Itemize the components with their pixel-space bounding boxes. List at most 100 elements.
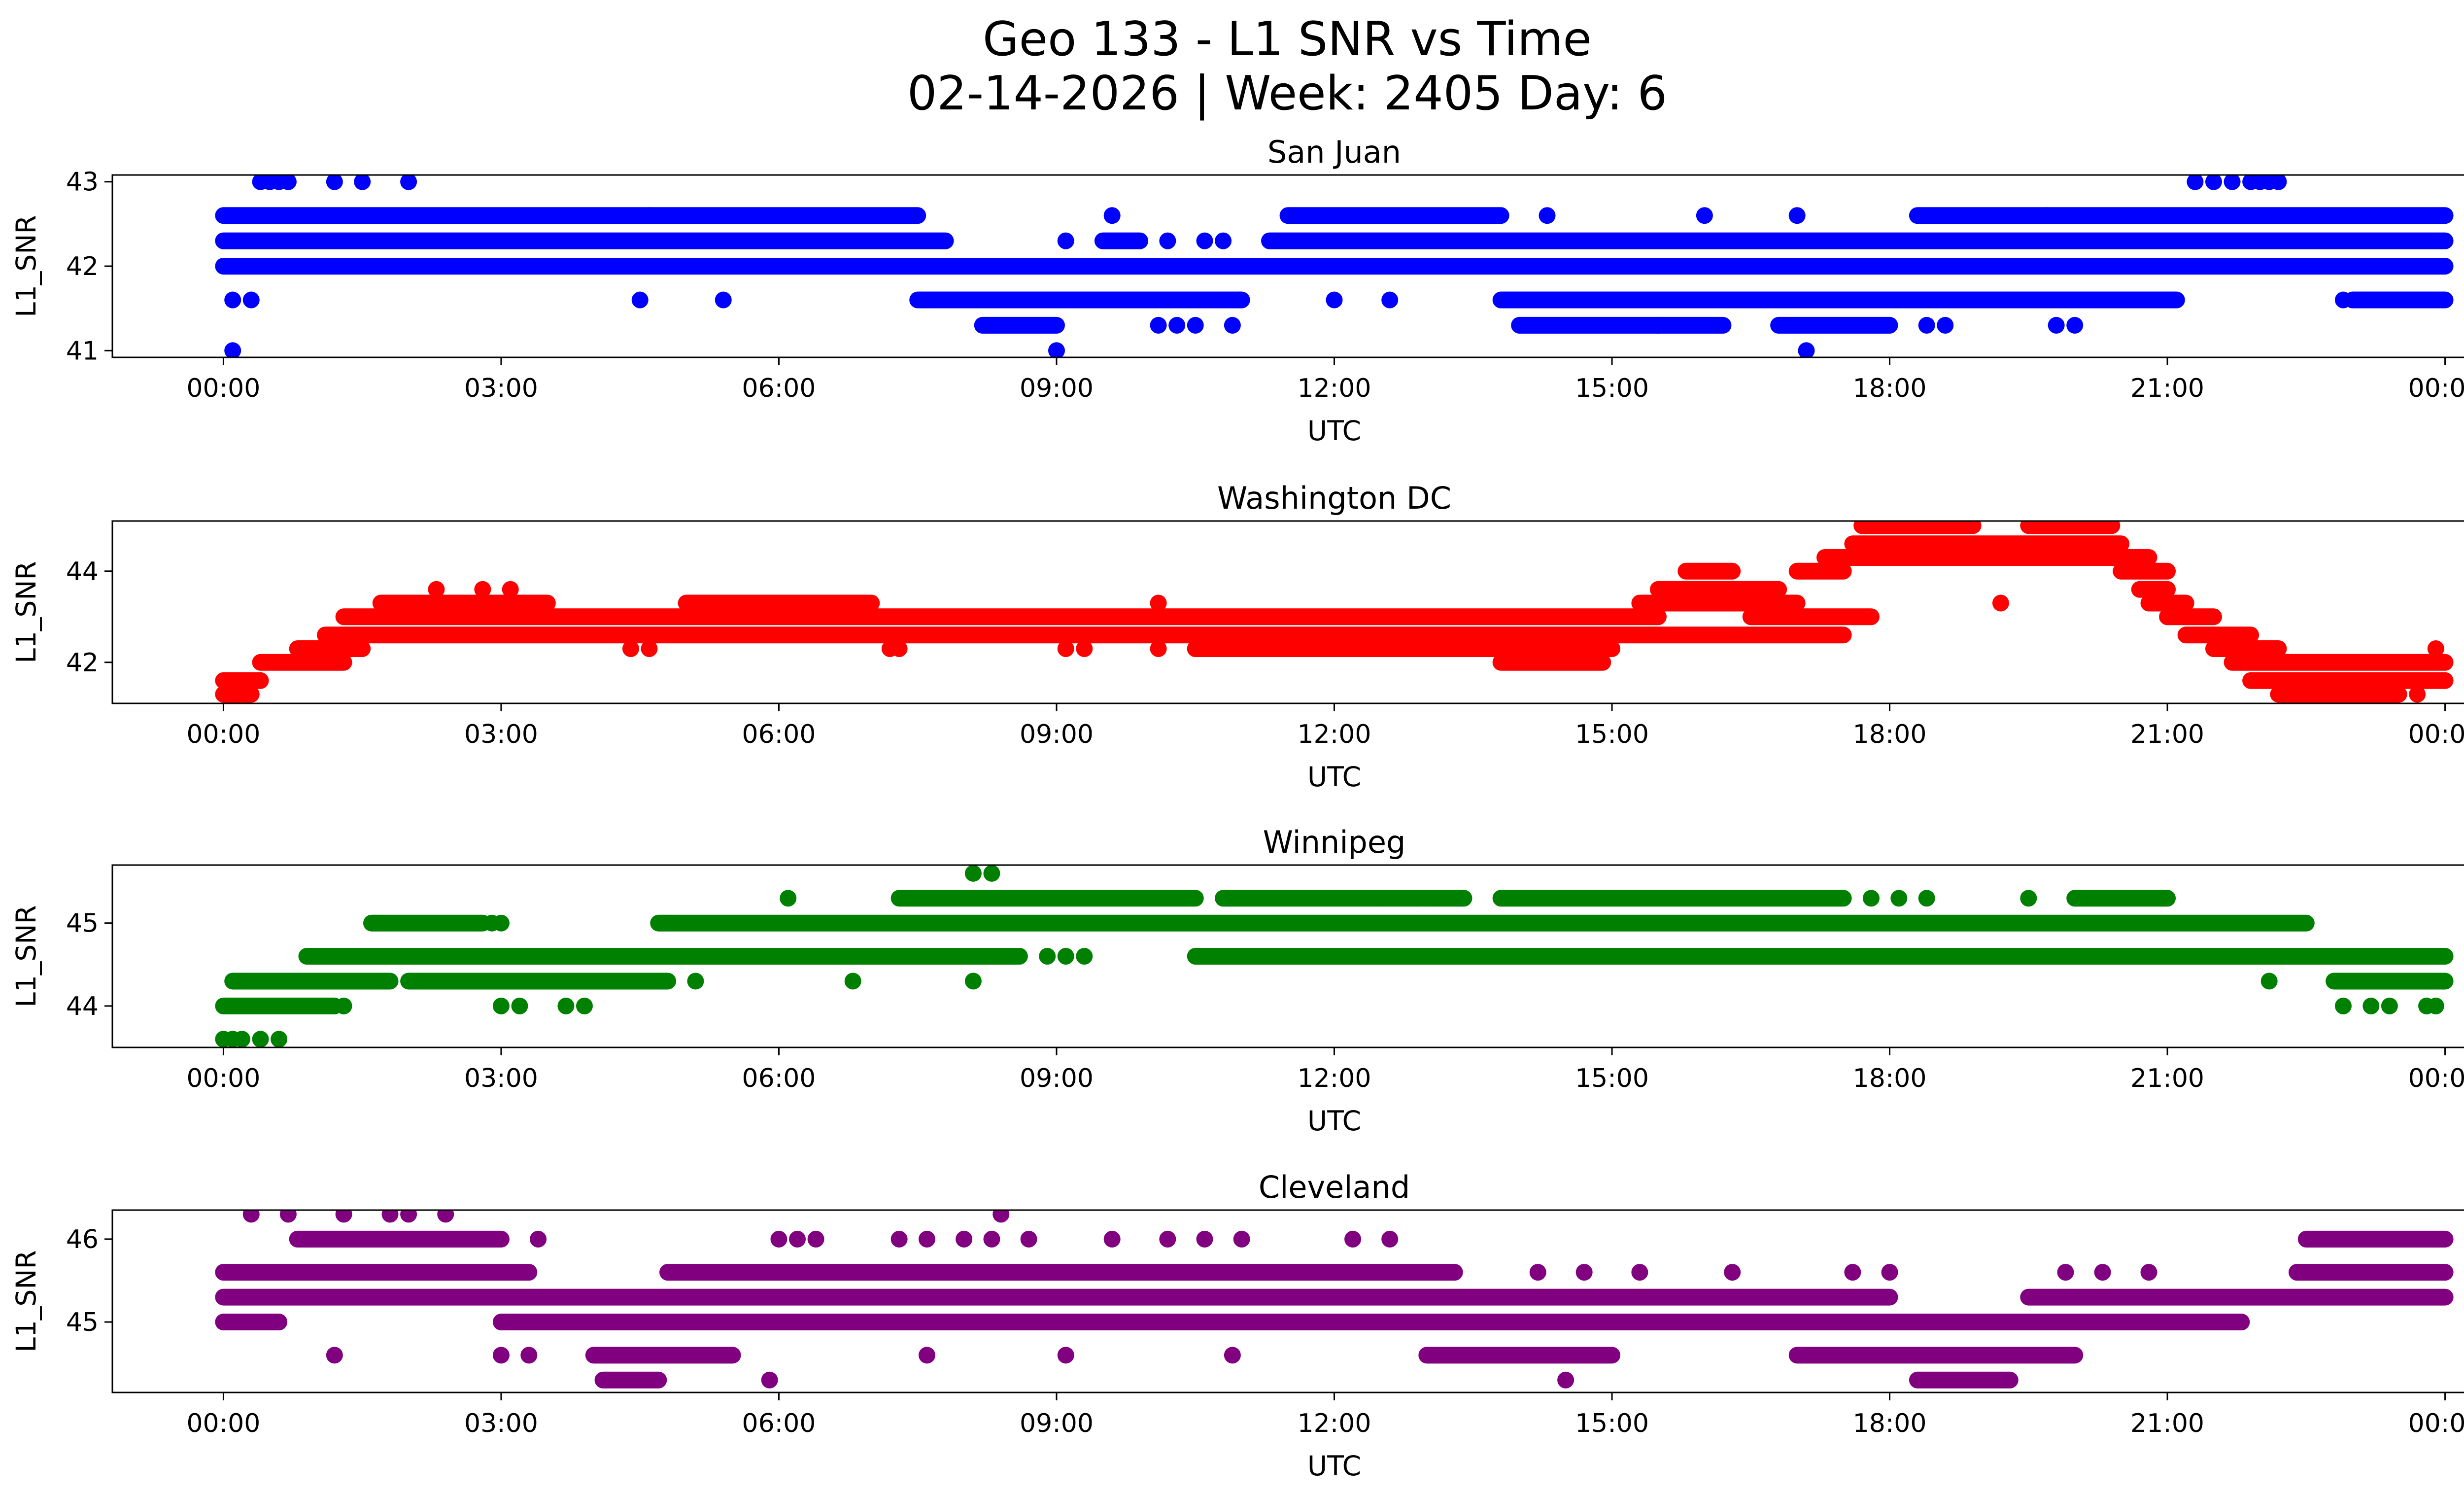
data-point <box>1539 207 1556 224</box>
y-tick-label: 44 <box>66 557 99 587</box>
data-point <box>2057 1264 2074 1281</box>
data-point <box>1862 890 1880 907</box>
data-point <box>1076 640 1093 657</box>
data-point <box>761 1371 778 1389</box>
data-point <box>2038 207 2055 224</box>
x-tick-label: 18:00 <box>1853 1409 1927 1438</box>
y-axis-label: L1_SNR <box>10 561 42 663</box>
data-point <box>1798 342 1815 357</box>
data-point <box>326 175 343 190</box>
data-point <box>530 1230 547 1248</box>
data-point <box>2381 997 2398 1014</box>
data-point <box>1529 1264 1546 1281</box>
data-point <box>1103 207 1121 224</box>
data-points <box>215 1210 2454 1389</box>
data-point <box>1215 640 1232 657</box>
x-tick-label: 03:00 <box>464 1409 538 1438</box>
x-tick-label: 00:00 <box>2408 1064 2464 1093</box>
data-point <box>1918 316 1935 334</box>
data-point <box>1844 1264 1861 1281</box>
data-point <box>1103 1230 1121 1248</box>
data-point <box>780 890 797 907</box>
x-tick-label: 12:00 <box>1298 1064 1371 1093</box>
data-point <box>2140 1264 2157 1281</box>
data-point <box>789 1230 806 1248</box>
data-point <box>1196 232 1213 249</box>
x-axis-label: UTC <box>1307 1450 1361 1482</box>
data-point <box>1344 1230 1362 1248</box>
y-axis-label: L1_SNR <box>10 1250 42 1352</box>
data-point <box>252 1031 269 1047</box>
data-point <box>242 291 260 309</box>
data-point <box>326 1347 343 1364</box>
data-point <box>2260 973 2278 990</box>
x-axis-label: UTC <box>1307 761 1361 793</box>
x-tick-label: 21:00 <box>2130 374 2204 403</box>
data-point <box>964 865 982 882</box>
x-tick-label: 06:00 <box>742 374 816 403</box>
x-tick-label: 00:00 <box>186 1064 260 1093</box>
panel-title: San Juan <box>1267 134 1401 170</box>
data-point <box>1187 316 1204 334</box>
panel-cleveland: 00:00 03:00 06:00 09:00 12:00 15:00 18:00 21:00… <box>10 1169 2464 1482</box>
x-tick-label: 18:00 <box>1853 1064 1927 1093</box>
x-tick-label: 12:00 <box>1298 1409 1371 1438</box>
data-point <box>335 997 352 1014</box>
panels: 00:00 03:00 06:00 09:00 12:00 15:00 18:00 21:00… <box>10 134 2464 1482</box>
data-point <box>983 865 1000 882</box>
data-point <box>2409 686 2426 703</box>
data-point <box>1159 232 1176 249</box>
data-point <box>1649 316 1667 334</box>
data-point <box>1150 316 1167 334</box>
data-point <box>1381 1230 1399 1248</box>
x-tick-label: 18:00 <box>1853 720 1927 749</box>
data-point <box>715 291 732 309</box>
data-point <box>1159 1230 1176 1248</box>
data-point <box>1992 594 2009 612</box>
x-tick-label: 00:00 <box>2408 374 2464 403</box>
data-point <box>890 640 908 657</box>
data-point <box>1039 948 1056 965</box>
x-tick-label: 06:00 <box>742 720 816 749</box>
data-point <box>1890 890 1908 907</box>
data-point <box>1057 640 1074 657</box>
data-point <box>233 1031 250 1047</box>
x-tick-label: 21:00 <box>2130 1409 2204 1438</box>
data-point <box>483 914 501 932</box>
data-point <box>2233 654 2250 671</box>
data-point <box>1057 1347 1074 1364</box>
x-tick-label: 09:00 <box>1020 1409 1094 1438</box>
data-points <box>215 521 2454 703</box>
data-point <box>1696 207 1713 224</box>
x-tick-label: 12:00 <box>1298 720 1371 749</box>
data-point <box>242 1210 260 1223</box>
x-axis-label: UTC <box>1307 415 1361 447</box>
x-axis-label: UTC <box>1307 1105 1361 1137</box>
data-point <box>437 1210 454 1223</box>
data-point <box>1168 316 1186 334</box>
x-tick-label: 00:00 <box>2408 720 2464 749</box>
data-point <box>1372 890 1389 907</box>
data-point <box>631 291 649 309</box>
data-point <box>557 997 575 1014</box>
data-point <box>1076 948 1093 965</box>
data-point <box>992 1210 1010 1223</box>
data-point <box>919 1347 935 1364</box>
data-point <box>474 581 491 598</box>
panel-title: Winnipeg <box>1263 824 1406 860</box>
x-tick-label: 03:00 <box>464 374 538 403</box>
x-tick-label: 21:00 <box>2130 1064 2204 1093</box>
x-tick-label: 15:00 <box>1575 720 1649 749</box>
data-point <box>279 1210 297 1223</box>
data-point <box>1428 890 1445 907</box>
x-tick-label: 00:00 <box>186 720 260 749</box>
y-tick-label: 45 <box>66 909 99 939</box>
data-point <box>1224 1347 1241 1364</box>
data-point <box>2270 175 2287 190</box>
y-tick-label: 42 <box>66 648 99 678</box>
data-point <box>1187 640 1204 657</box>
x-tick-label: 00:00 <box>186 1409 260 1438</box>
data-point <box>900 890 917 907</box>
data-point <box>2427 997 2444 1014</box>
